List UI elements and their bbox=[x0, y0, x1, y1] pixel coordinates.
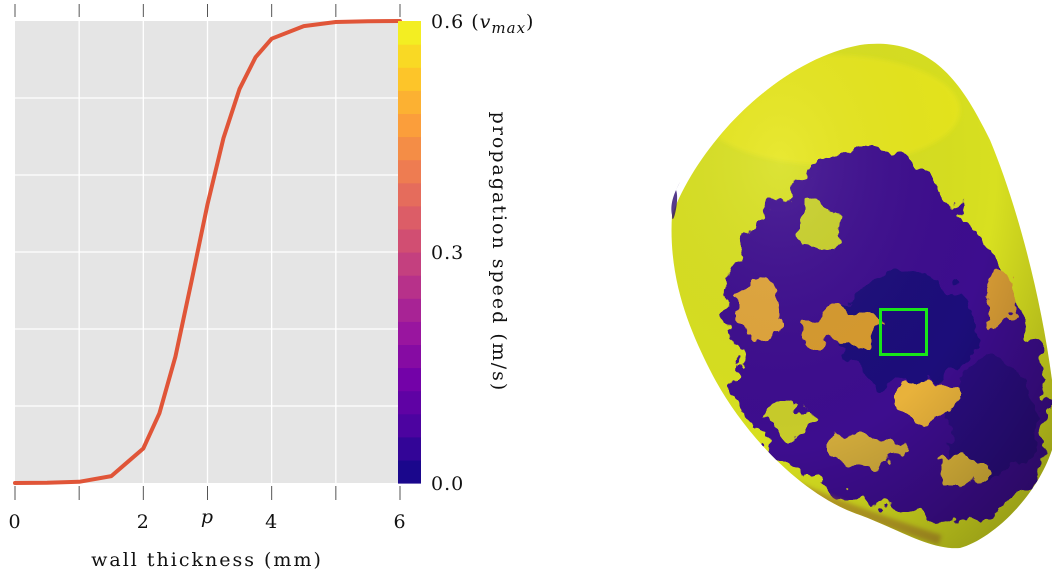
colorbar-band bbox=[398, 298, 421, 322]
series-line bbox=[13, 19, 402, 485]
colorbar-band bbox=[398, 321, 421, 345]
colorbar-band bbox=[398, 205, 421, 230]
surface-rendering bbox=[671, 43, 1052, 549]
colorbar-band bbox=[398, 182, 421, 207]
colorbar-band bbox=[398, 44, 421, 68]
x-axis-tick-labels: 0 2 p 4 6 bbox=[8, 506, 406, 533]
colorbar-band bbox=[398, 413, 421, 438]
colorbar-band bbox=[398, 252, 421, 276]
colorbar-band bbox=[398, 275, 421, 299]
x-tick-label: 2 bbox=[137, 511, 150, 533]
highlight-box bbox=[879, 308, 928, 356]
colorbar-band bbox=[398, 367, 421, 392]
colorbar-bands bbox=[398, 21, 421, 484]
colorbar-band bbox=[398, 459, 421, 484]
colorbar-band bbox=[398, 136, 421, 161]
colorbar-tick-label: 0.0 bbox=[431, 473, 464, 495]
colorbar-band bbox=[398, 90, 421, 114]
colorbar-band bbox=[398, 436, 421, 461]
x-tick-label: 4 bbox=[265, 511, 278, 533]
colorbar-band bbox=[398, 159, 421, 184]
colorbar-tick-labels: 0.6 (vmax) 0.3 0.0 bbox=[431, 11, 534, 495]
colorbar-band bbox=[398, 113, 421, 138]
colorbar-tick-label: 0.3 bbox=[431, 242, 464, 264]
colorbar-band bbox=[398, 228, 421, 253]
colorbar-band bbox=[398, 344, 421, 369]
x-tick-label: p bbox=[201, 506, 214, 528]
colorbar-band bbox=[398, 67, 421, 91]
x-axis-ticks bbox=[14, 4, 401, 500]
x-axis-label: wall thickness (mm) bbox=[91, 549, 323, 571]
x-tick-label: 6 bbox=[393, 511, 406, 533]
line-chart: 0 2 p 4 6 wall thickness (mm) bbox=[8, 4, 406, 571]
grid-lines bbox=[15, 21, 400, 483]
colorbar-label: propagation speed (m/s) bbox=[488, 112, 510, 393]
surface-dark-edge bbox=[671, 182, 680, 220]
colorbar-band bbox=[398, 21, 421, 45]
colorbar: 0.6 (vmax) 0.3 0.0 propagation speed (m/s) bbox=[398, 11, 534, 495]
colorbar-tick-label: 0.6 (vmax) bbox=[431, 11, 534, 37]
colorbar-band bbox=[398, 390, 421, 415]
x-tick-label: 0 bbox=[8, 511, 21, 533]
series-layer bbox=[13, 19, 402, 485]
